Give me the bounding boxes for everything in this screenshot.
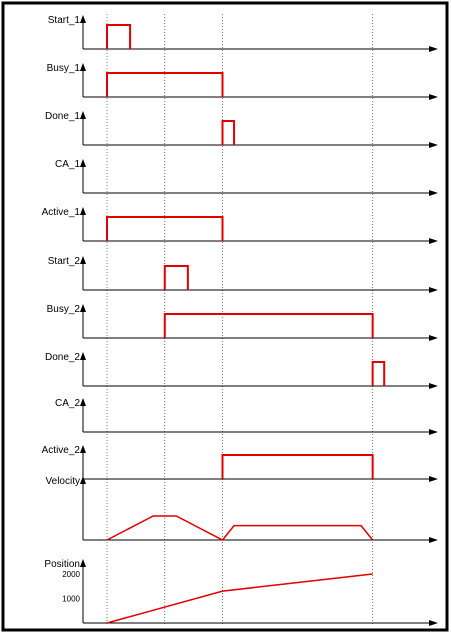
pulse [221, 454, 374, 479]
signal-row: Velocity [46, 476, 438, 543]
signal-row: Active_1 [42, 207, 438, 244]
y-axis-arrow-icon [80, 15, 86, 23]
pulse [371, 361, 386, 386]
position-tick-label: 2000 [62, 570, 80, 579]
signal-row: Done_2 [45, 352, 438, 389]
y-axis-arrow-icon [80, 476, 86, 484]
position-curve [106, 573, 373, 624]
x-axis-arrow-icon [429, 46, 438, 52]
y-axis-arrow-icon [80, 63, 86, 71]
x-axis-arrow-icon [429, 476, 438, 482]
signal-label: Velocity [46, 476, 80, 487]
x-axis-arrow-icon [429, 335, 438, 341]
signal-label: CA_1 [55, 159, 80, 170]
y-axis-arrow-icon [80, 559, 86, 567]
velocity-curve [106, 515, 374, 541]
x-axis-arrow-icon [429, 537, 438, 543]
signal-rows: Start_1 Busy_1 Done_1 CA_1 Active_1 Start_2 Bu… [42, 15, 438, 626]
x-axis-arrow-icon [429, 429, 438, 435]
signal-row: Done_1 [45, 111, 438, 148]
signal-label: Active_1 [42, 207, 81, 218]
x-axis-arrow-icon [429, 287, 438, 293]
signal-label: Done_2 [45, 352, 80, 363]
x-axis-arrow-icon [429, 238, 438, 244]
signal-label: Busy_2 [47, 304, 81, 315]
signal-label: CA_2 [55, 398, 80, 409]
y-axis-arrow-icon [80, 398, 86, 406]
pulse [106, 216, 224, 241]
y-axis-arrow-icon [80, 256, 86, 264]
signal-label: Active_2 [42, 445, 81, 456]
signal-label: Start_2 [48, 256, 81, 267]
signal-row: Busy_2 [47, 304, 438, 341]
x-axis-arrow-icon [429, 142, 438, 148]
x-axis-arrow-icon [429, 383, 438, 389]
pulse [163, 313, 374, 338]
x-axis-arrow-icon [429, 94, 438, 100]
x-axis-arrow-icon [429, 620, 438, 626]
y-axis-arrow-icon [80, 111, 86, 119]
pulse [106, 24, 132, 49]
y-axis-arrow-icon [80, 304, 86, 312]
signal-label: Start_1 [48, 15, 81, 26]
signal-row: Busy_1 [47, 63, 438, 100]
pulse [221, 120, 236, 145]
signal-row: CA_2 [55, 398, 438, 435]
y-axis-arrow-icon [80, 445, 86, 453]
signal-row: CA_1 [55, 159, 438, 196]
signal-row: Start_1 [48, 15, 438, 52]
signal-row: Active_2 [42, 445, 438, 482]
x-axis-arrow-icon [429, 190, 438, 196]
pulse [106, 72, 224, 97]
pulse [163, 265, 189, 290]
y-axis-arrow-icon [80, 352, 86, 360]
position-tick-label: 1000 [62, 595, 80, 604]
signal-row: Start_2 [48, 256, 438, 293]
marker-lines [106, 14, 374, 624]
signal-label: Done_1 [45, 111, 80, 122]
y-axis-arrow-icon [80, 159, 86, 167]
signal-label: Position [44, 559, 80, 570]
y-axis-arrow-icon [80, 207, 86, 215]
signal-label: Busy_1 [47, 63, 81, 74]
